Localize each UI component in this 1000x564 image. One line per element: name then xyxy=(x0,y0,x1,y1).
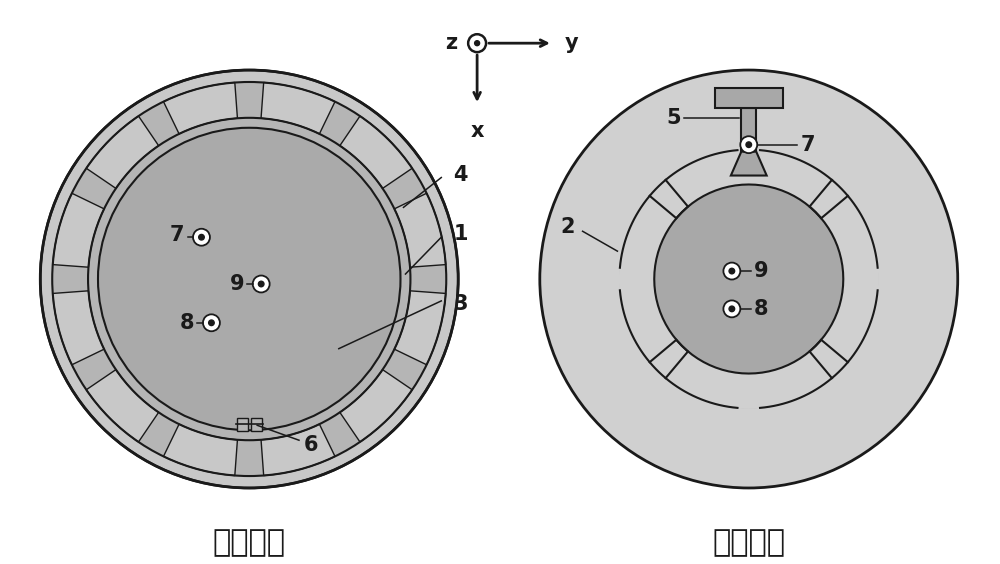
Circle shape xyxy=(475,41,480,46)
Polygon shape xyxy=(261,424,335,475)
Circle shape xyxy=(89,119,409,439)
Text: 3: 3 xyxy=(453,294,468,314)
Circle shape xyxy=(468,34,486,52)
Polygon shape xyxy=(340,369,412,442)
Text: 1: 1 xyxy=(453,224,468,244)
Wedge shape xyxy=(810,179,879,378)
Circle shape xyxy=(729,306,735,312)
Wedge shape xyxy=(619,179,688,378)
Text: 8: 8 xyxy=(180,313,195,333)
Text: 9: 9 xyxy=(230,274,244,294)
Polygon shape xyxy=(163,82,237,134)
Circle shape xyxy=(40,70,458,488)
Text: 7: 7 xyxy=(170,225,185,245)
Text: 5: 5 xyxy=(666,108,681,128)
Circle shape xyxy=(723,301,740,318)
Circle shape xyxy=(253,276,270,293)
Polygon shape xyxy=(261,82,335,134)
Text: 正面视图: 正面视图 xyxy=(213,528,286,557)
Polygon shape xyxy=(86,369,159,442)
Polygon shape xyxy=(86,116,159,188)
Polygon shape xyxy=(53,291,104,365)
Text: 7: 7 xyxy=(801,135,815,155)
Bar xyxy=(715,88,783,108)
Text: 6: 6 xyxy=(304,435,318,455)
Wedge shape xyxy=(649,340,848,409)
Bar xyxy=(741,108,756,152)
Bar xyxy=(251,418,262,431)
Polygon shape xyxy=(340,116,412,188)
Circle shape xyxy=(723,263,740,280)
Circle shape xyxy=(619,149,878,408)
Text: x: x xyxy=(470,121,484,141)
Circle shape xyxy=(740,136,757,153)
Polygon shape xyxy=(731,152,767,175)
Text: z: z xyxy=(445,33,457,53)
Circle shape xyxy=(193,229,210,246)
Circle shape xyxy=(203,314,220,331)
Text: 9: 9 xyxy=(754,261,768,281)
Circle shape xyxy=(209,320,214,325)
Text: 8: 8 xyxy=(754,299,768,319)
Text: 背面视图: 背面视图 xyxy=(712,528,785,557)
Circle shape xyxy=(199,235,204,240)
Bar xyxy=(237,418,248,431)
Polygon shape xyxy=(163,424,237,475)
Circle shape xyxy=(746,142,752,147)
Polygon shape xyxy=(53,193,104,267)
Polygon shape xyxy=(394,291,446,365)
Circle shape xyxy=(258,281,264,287)
Circle shape xyxy=(729,268,735,274)
Circle shape xyxy=(98,128,400,430)
Circle shape xyxy=(52,82,446,476)
Circle shape xyxy=(540,70,958,488)
Wedge shape xyxy=(649,149,848,218)
Polygon shape xyxy=(394,193,446,267)
Text: 4: 4 xyxy=(453,165,468,184)
Text: 2: 2 xyxy=(560,217,575,237)
Text: y: y xyxy=(565,33,578,53)
